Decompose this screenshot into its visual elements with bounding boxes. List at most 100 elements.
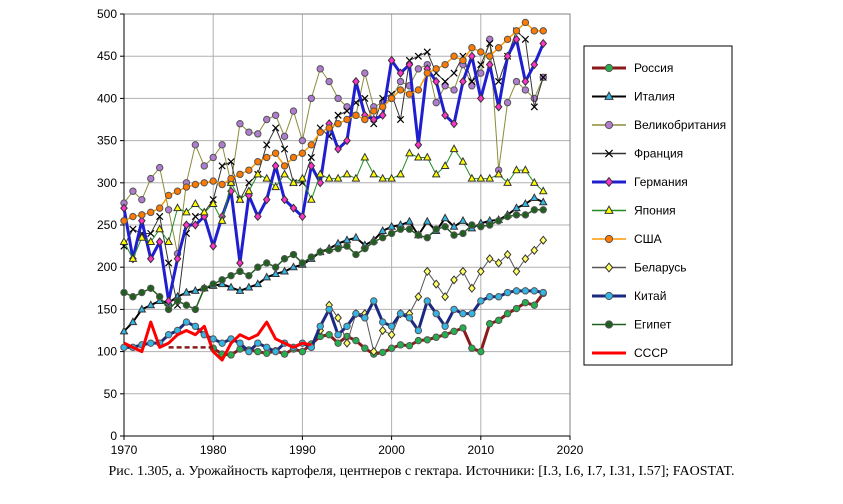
legend-item: США <box>592 232 662 246</box>
legend-swatch-marker <box>604 120 614 130</box>
data-point <box>200 284 208 292</box>
data-point <box>271 111 280 119</box>
x-tick-label: 2000 <box>378 443 405 457</box>
data-point <box>128 253 138 262</box>
y-tick-label: 250 <box>97 218 117 232</box>
data-point <box>441 82 449 90</box>
data-point <box>236 120 244 128</box>
data-point <box>422 216 432 225</box>
y-tick-label: 150 <box>97 302 117 316</box>
data-point <box>190 199 200 207</box>
data-point <box>218 339 226 347</box>
data-point <box>450 69 458 77</box>
data-point <box>486 52 494 60</box>
data-point <box>182 287 191 296</box>
data-point <box>182 183 191 191</box>
data-point <box>280 162 289 170</box>
data-point <box>120 217 128 225</box>
data-point <box>539 27 547 35</box>
data-point <box>316 128 324 136</box>
y-tick-label: 350 <box>97 134 117 148</box>
data-point <box>217 215 227 224</box>
data-point <box>271 149 280 157</box>
data-point <box>173 254 182 264</box>
data-point <box>343 115 351 124</box>
data-point <box>361 69 369 77</box>
data-point <box>486 221 494 229</box>
data-point <box>521 76 530 87</box>
legend-label: Беларусь <box>634 261 686 275</box>
data-point <box>486 320 494 328</box>
data-point <box>147 284 155 292</box>
data-point <box>138 195 146 204</box>
legend-item: Беларусь <box>592 261 686 275</box>
y-tick-label: 0 <box>110 429 117 443</box>
legend-label: США <box>634 232 662 246</box>
data-point <box>450 275 458 285</box>
data-point <box>245 179 253 187</box>
data-point <box>512 34 521 44</box>
data-point <box>530 245 539 255</box>
data-point <box>200 179 208 187</box>
data-point <box>244 186 254 195</box>
data-point <box>387 94 396 103</box>
data-point <box>529 193 539 202</box>
data-point <box>512 211 521 219</box>
data-point <box>396 225 405 233</box>
data-point <box>236 339 244 347</box>
data-point <box>495 77 503 86</box>
data-point <box>271 263 280 271</box>
data-point <box>468 221 476 229</box>
data-point <box>343 107 351 115</box>
data-point <box>334 144 342 154</box>
legend-swatch-marker <box>604 234 614 244</box>
data-point <box>227 271 235 280</box>
data-point <box>441 110 449 120</box>
data-point <box>521 18 530 27</box>
data-point <box>155 237 164 247</box>
data-point <box>325 246 333 255</box>
data-point <box>521 165 530 174</box>
data-point <box>289 250 298 259</box>
legend-label: Германия <box>634 175 688 189</box>
data-point <box>316 322 324 330</box>
data-point <box>486 293 494 301</box>
data-point <box>396 169 405 178</box>
data-point <box>477 48 485 56</box>
data-point <box>352 250 360 259</box>
data-point <box>316 248 324 256</box>
data-point <box>396 86 405 94</box>
data-point <box>477 69 485 77</box>
series-8 <box>120 287 547 356</box>
data-point <box>423 266 432 277</box>
data-point <box>459 76 467 87</box>
data-point <box>449 221 459 230</box>
y-tick-label: 500 <box>97 7 117 21</box>
data-point <box>459 266 467 277</box>
data-point <box>405 314 414 322</box>
data-point <box>182 220 191 230</box>
data-point <box>539 73 547 81</box>
data-point <box>503 212 512 221</box>
data-point <box>129 187 137 195</box>
legend-swatch-marker <box>604 149 614 158</box>
tick-labels: 0 50 100 150 200 250 300 350 400 450 500 1970 1980 19… <box>97 7 584 457</box>
data-point <box>432 279 441 289</box>
legend-swatch-marker <box>604 63 614 73</box>
data-point <box>432 333 440 341</box>
data-point <box>218 162 226 170</box>
data-point <box>325 331 333 339</box>
data-point <box>182 301 191 309</box>
data-point <box>342 169 352 178</box>
data-point <box>325 124 333 132</box>
data-point <box>512 266 521 277</box>
data-point <box>423 233 431 242</box>
data-point <box>146 300 156 309</box>
data-point <box>423 297 431 305</box>
data-point <box>137 304 147 313</box>
data-point <box>227 158 235 166</box>
data-point <box>236 258 244 268</box>
y-tick-label: 400 <box>97 91 117 105</box>
data-point <box>352 336 360 345</box>
data-point <box>396 309 405 318</box>
